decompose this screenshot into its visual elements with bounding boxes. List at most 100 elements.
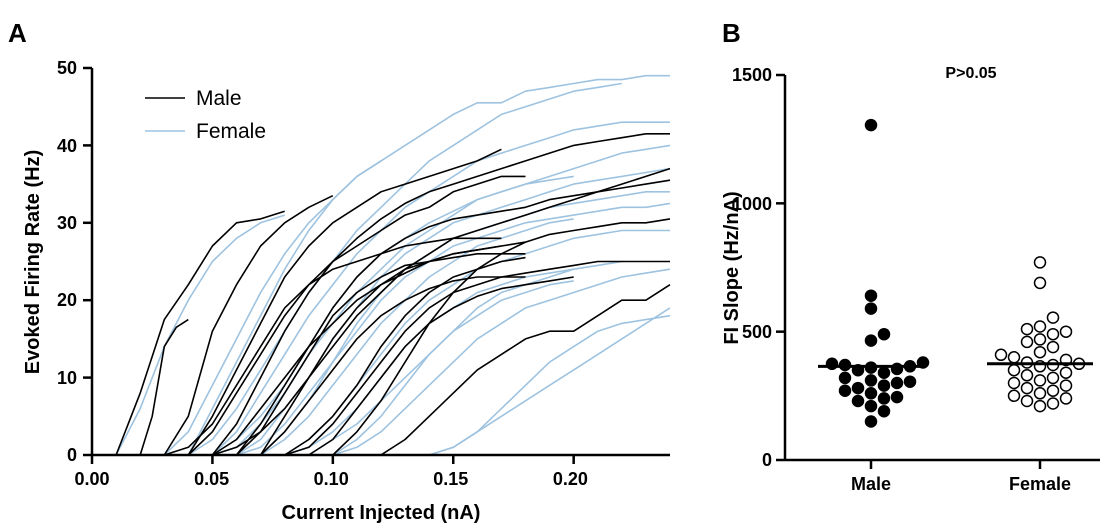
male-point-23 bbox=[877, 327, 891, 341]
a-y-tick-label-0: 0 bbox=[67, 445, 77, 465]
female-line-8 bbox=[236, 202, 671, 456]
male-line-13 bbox=[284, 256, 526, 456]
male-line-6 bbox=[211, 133, 670, 456]
female-point-21 bbox=[994, 348, 1008, 362]
b-category-label-male: Male bbox=[851, 474, 891, 494]
a-y-tick-label-40: 40 bbox=[57, 136, 77, 156]
female-point-4 bbox=[1007, 389, 1021, 403]
panel-b-ticks bbox=[776, 73, 1042, 469]
panel-b-points bbox=[818, 118, 1093, 428]
male-point-3 bbox=[851, 394, 865, 408]
male-line-4 bbox=[187, 175, 526, 456]
female-point-10 bbox=[1033, 374, 1047, 387]
female-point-5 bbox=[1033, 387, 1047, 400]
female-point-23 bbox=[1046, 340, 1060, 354]
female-point-6 bbox=[1046, 384, 1060, 397]
male-line-0 bbox=[115, 210, 285, 456]
male-point-9 bbox=[877, 379, 891, 392]
male-line-11 bbox=[260, 276, 526, 456]
male-point-13 bbox=[838, 371, 852, 385]
female-line-17 bbox=[428, 314, 671, 456]
female-line-11 bbox=[284, 229, 670, 456]
panel-label-b: B bbox=[722, 18, 741, 48]
female-point-31 bbox=[1033, 276, 1047, 290]
b-y-tick-label-500: 500 bbox=[742, 322, 772, 342]
a-x-axis-title: Current Injected (nA) bbox=[282, 502, 481, 524]
legend-label-female: Female bbox=[196, 120, 266, 143]
male-line-1 bbox=[139, 318, 189, 456]
male-point-2 bbox=[864, 399, 878, 413]
female-point-14 bbox=[1007, 363, 1021, 377]
male-line-15 bbox=[308, 276, 574, 456]
female-point-7 bbox=[1020, 381, 1034, 395]
panel-label-a: A bbox=[8, 18, 27, 48]
b-y-tick-label-1500: 1500 bbox=[732, 65, 772, 85]
female-point-25 bbox=[1033, 333, 1047, 346]
a-x-tick-label-015: 0.15 bbox=[433, 469, 468, 489]
female-point-30 bbox=[1046, 311, 1060, 324]
female-point-20 bbox=[1007, 351, 1021, 364]
female-point-2 bbox=[1020, 394, 1034, 408]
male-line-16 bbox=[332, 218, 671, 456]
male-line-10 bbox=[235, 179, 671, 456]
female-point-32 bbox=[1033, 256, 1047, 269]
male-line-3 bbox=[164, 237, 502, 456]
a-x-tick-label-020: 0.20 bbox=[553, 469, 588, 489]
a-y-tick-label-30: 30 bbox=[57, 213, 77, 233]
female-line-14 bbox=[332, 260, 622, 456]
a-y-axis-title: Evoked Firing Rate (Hz) bbox=[22, 150, 44, 374]
male-line-17 bbox=[380, 284, 671, 456]
a-y-tick-label-10: 10 bbox=[57, 368, 77, 388]
female-point-12 bbox=[1020, 369, 1034, 382]
b-category-label-female: Female bbox=[1009, 474, 1071, 494]
female-point-28 bbox=[1020, 322, 1034, 336]
female-point-22 bbox=[1033, 345, 1047, 359]
a-x-tick-label-010: 0.10 bbox=[314, 469, 349, 489]
male-point-24 bbox=[864, 302, 878, 315]
male-point-5 bbox=[890, 390, 904, 404]
male-point-12 bbox=[864, 374, 878, 387]
male-point-1 bbox=[877, 404, 891, 418]
a-y-tick-label-20: 20 bbox=[57, 290, 77, 310]
female-point-11 bbox=[1046, 371, 1060, 385]
female-point-0 bbox=[1033, 399, 1047, 413]
female-point-27 bbox=[1059, 325, 1073, 338]
male-point-25 bbox=[864, 289, 878, 302]
b-y-tick-label-1000: 1000 bbox=[732, 194, 772, 214]
a-x-tick-label-0: 0.00 bbox=[74, 469, 109, 489]
a-x-tick-label-005: 0.05 bbox=[194, 469, 229, 489]
male-line-14 bbox=[284, 260, 670, 456]
male-point-26 bbox=[864, 118, 878, 132]
female-line-4 bbox=[211, 121, 670, 456]
female-point-29 bbox=[1033, 320, 1047, 333]
male-point-0 bbox=[864, 415, 878, 428]
female-point-3 bbox=[1059, 392, 1073, 405]
female-line-2 bbox=[187, 74, 670, 456]
legend-label-male: Male bbox=[196, 87, 242, 110]
female-point-26 bbox=[1046, 327, 1060, 341]
legend: Male Female bbox=[145, 87, 266, 143]
panel-a-ticks bbox=[83, 66, 575, 464]
male-line-9 bbox=[235, 253, 526, 456]
female-line-9 bbox=[260, 218, 574, 456]
male-point-14 bbox=[877, 366, 891, 379]
male-point-22 bbox=[864, 334, 878, 347]
female-point-24 bbox=[1020, 335, 1034, 349]
female-point-8 bbox=[1059, 379, 1073, 392]
male-line-5 bbox=[187, 148, 502, 456]
male-point-7 bbox=[838, 384, 852, 397]
a-y-tick-label-50: 50 bbox=[57, 58, 77, 78]
female-line-15 bbox=[332, 268, 671, 456]
b-y-tick-label-0: 0 bbox=[762, 450, 772, 470]
female-point-9 bbox=[1007, 376, 1021, 390]
panel-b: 0 500 1000 1500 Male Female FI Slope (Hz… bbox=[721, 65, 1100, 494]
female-point-1 bbox=[1046, 397, 1060, 410]
female-line-0 bbox=[115, 214, 285, 456]
male-point-8 bbox=[851, 381, 865, 395]
p-value-annotation: P>0.05 bbox=[945, 65, 996, 82]
male-line-2 bbox=[163, 194, 334, 456]
panel-a: 0 10 20 30 40 50 0.00 0.05 0.10 0.15 0.2… bbox=[22, 58, 671, 524]
panel-a-lines bbox=[115, 74, 671, 456]
